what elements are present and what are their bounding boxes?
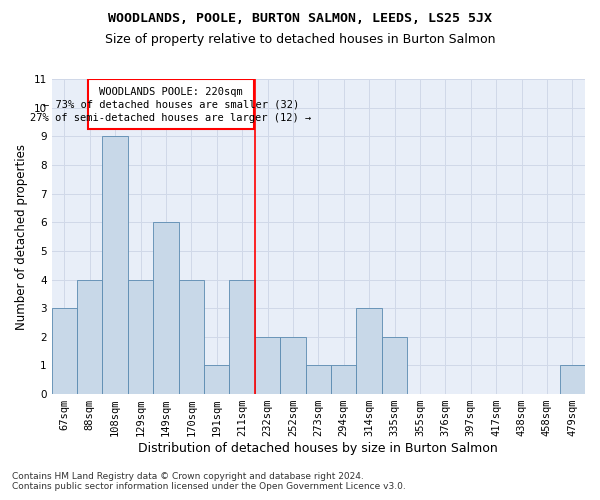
- Bar: [255, 337, 280, 394]
- Text: ← 73% of detached houses are smaller (32): ← 73% of detached houses are smaller (32…: [43, 100, 299, 110]
- Bar: [280, 337, 305, 394]
- Bar: [560, 366, 585, 394]
- Bar: [52, 308, 77, 394]
- Bar: [153, 222, 179, 394]
- Text: Size of property relative to detached houses in Burton Salmon: Size of property relative to detached ho…: [105, 32, 495, 46]
- Bar: [179, 280, 204, 394]
- Text: 27% of semi-detached houses are larger (12) →: 27% of semi-detached houses are larger (…: [31, 112, 311, 122]
- Bar: [356, 308, 382, 394]
- Y-axis label: Number of detached properties: Number of detached properties: [15, 144, 28, 330]
- Text: WOODLANDS, POOLE, BURTON SALMON, LEEDS, LS25 5JX: WOODLANDS, POOLE, BURTON SALMON, LEEDS, …: [108, 12, 492, 26]
- Bar: [204, 366, 229, 394]
- Bar: [229, 280, 255, 394]
- Text: WOODLANDS POOLE: 220sqm: WOODLANDS POOLE: 220sqm: [99, 87, 243, 97]
- Bar: [305, 366, 331, 394]
- Text: Contains public sector information licensed under the Open Government Licence v3: Contains public sector information licen…: [12, 482, 406, 491]
- Bar: [103, 136, 128, 394]
- Bar: [128, 280, 153, 394]
- Bar: [382, 337, 407, 394]
- Bar: [331, 366, 356, 394]
- Bar: [88, 79, 254, 129]
- Text: Contains HM Land Registry data © Crown copyright and database right 2024.: Contains HM Land Registry data © Crown c…: [12, 472, 364, 481]
- Bar: [77, 280, 103, 394]
- X-axis label: Distribution of detached houses by size in Burton Salmon: Distribution of detached houses by size …: [139, 442, 498, 455]
